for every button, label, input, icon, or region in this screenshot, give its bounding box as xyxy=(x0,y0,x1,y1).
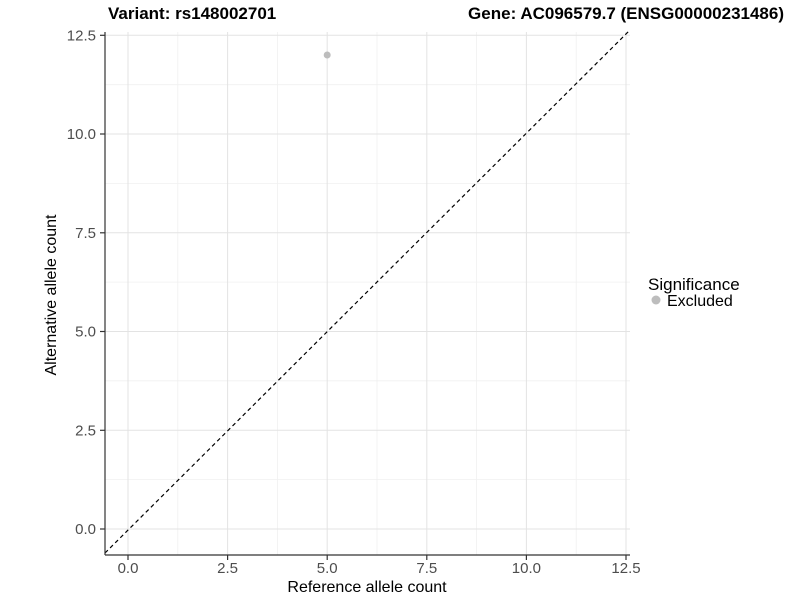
identity-reference-line xyxy=(104,30,630,554)
y-axis-tick-labels: 0.0 2.5 5.0 7.5 10.0 12.5 xyxy=(67,27,96,538)
x-tick-label: 12.5 xyxy=(611,560,640,577)
plot-title-variant: Variant: rs148002701 xyxy=(108,4,276,23)
x-tick-label: 5.0 xyxy=(317,560,338,577)
y-axis-ticks xyxy=(100,34,105,530)
plot-panel xyxy=(105,32,630,555)
data-point-excluded xyxy=(323,51,331,59)
plot-title-gene: Gene: AC096579.7 (ENSG00000231486) xyxy=(468,4,784,23)
legend-label-excluded: Excluded xyxy=(667,293,733,310)
legend-marker-excluded xyxy=(651,295,661,305)
y-tick-label: 7.5 xyxy=(75,225,96,242)
x-axis-ticks xyxy=(127,555,627,560)
y-tick-label: 2.5 xyxy=(75,422,96,439)
y-axis-title: Alternative allele count xyxy=(43,214,60,376)
x-axis-tick-labels: 0.0 2.5 5.0 7.5 10.0 12.5 xyxy=(118,560,641,577)
x-tick-label: 10.0 xyxy=(512,560,541,577)
minor-gridlines xyxy=(105,32,630,555)
y-tick-label: 0.0 xyxy=(75,521,96,538)
x-tick-label: 2.5 xyxy=(217,560,238,577)
y-tick-label: 5.0 xyxy=(75,324,96,341)
y-tick-label: 10.0 xyxy=(67,126,96,143)
legend-title: Significance xyxy=(648,275,740,294)
y-tick-label: 12.5 xyxy=(67,27,96,44)
x-axis-title: Reference allele count xyxy=(287,579,447,596)
x-tick-label: 0.0 xyxy=(118,560,139,577)
major-gridlines xyxy=(105,32,630,555)
axis-lines xyxy=(104,32,630,556)
x-tick-label: 7.5 xyxy=(416,560,437,577)
legend: Significance Excluded xyxy=(648,275,740,310)
